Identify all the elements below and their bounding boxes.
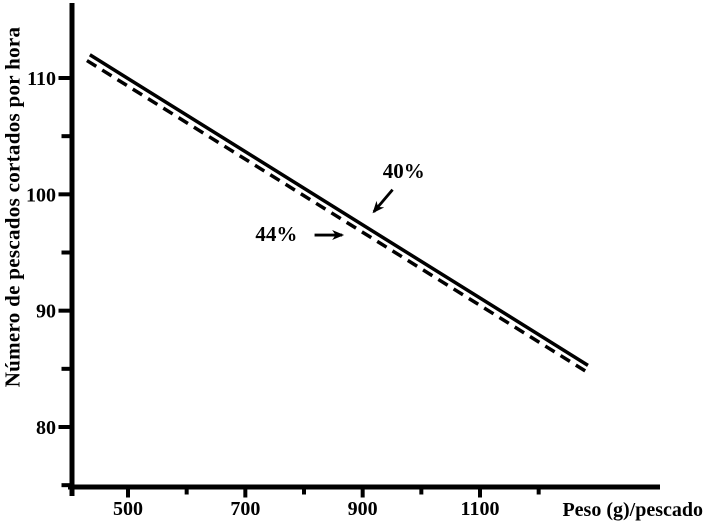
series-line-40pct <box>88 53 589 367</box>
x-tick-label: 900 <box>348 498 378 520</box>
y-tick-label: 90 <box>36 301 56 323</box>
x-tick-label: 1100 <box>461 498 500 520</box>
annotation-label-40pct: 40% <box>383 159 425 183</box>
x-axis-title: Peso (g)/pescado <box>562 499 703 521</box>
y-tick-label: 80 <box>36 417 56 439</box>
annotation-label-44pct: 44% <box>255 222 297 246</box>
x-tick-label: 700 <box>230 498 260 520</box>
series-line-44pct <box>86 59 587 373</box>
annotation-arrow-40pct <box>372 188 394 214</box>
y-tick-label: 100 <box>26 184 56 206</box>
y-tick-label: 110 <box>27 68 56 90</box>
x-tick-label: 500 <box>113 498 143 520</box>
y-axis-title: Número de pescados cortados por hora <box>0 26 25 388</box>
